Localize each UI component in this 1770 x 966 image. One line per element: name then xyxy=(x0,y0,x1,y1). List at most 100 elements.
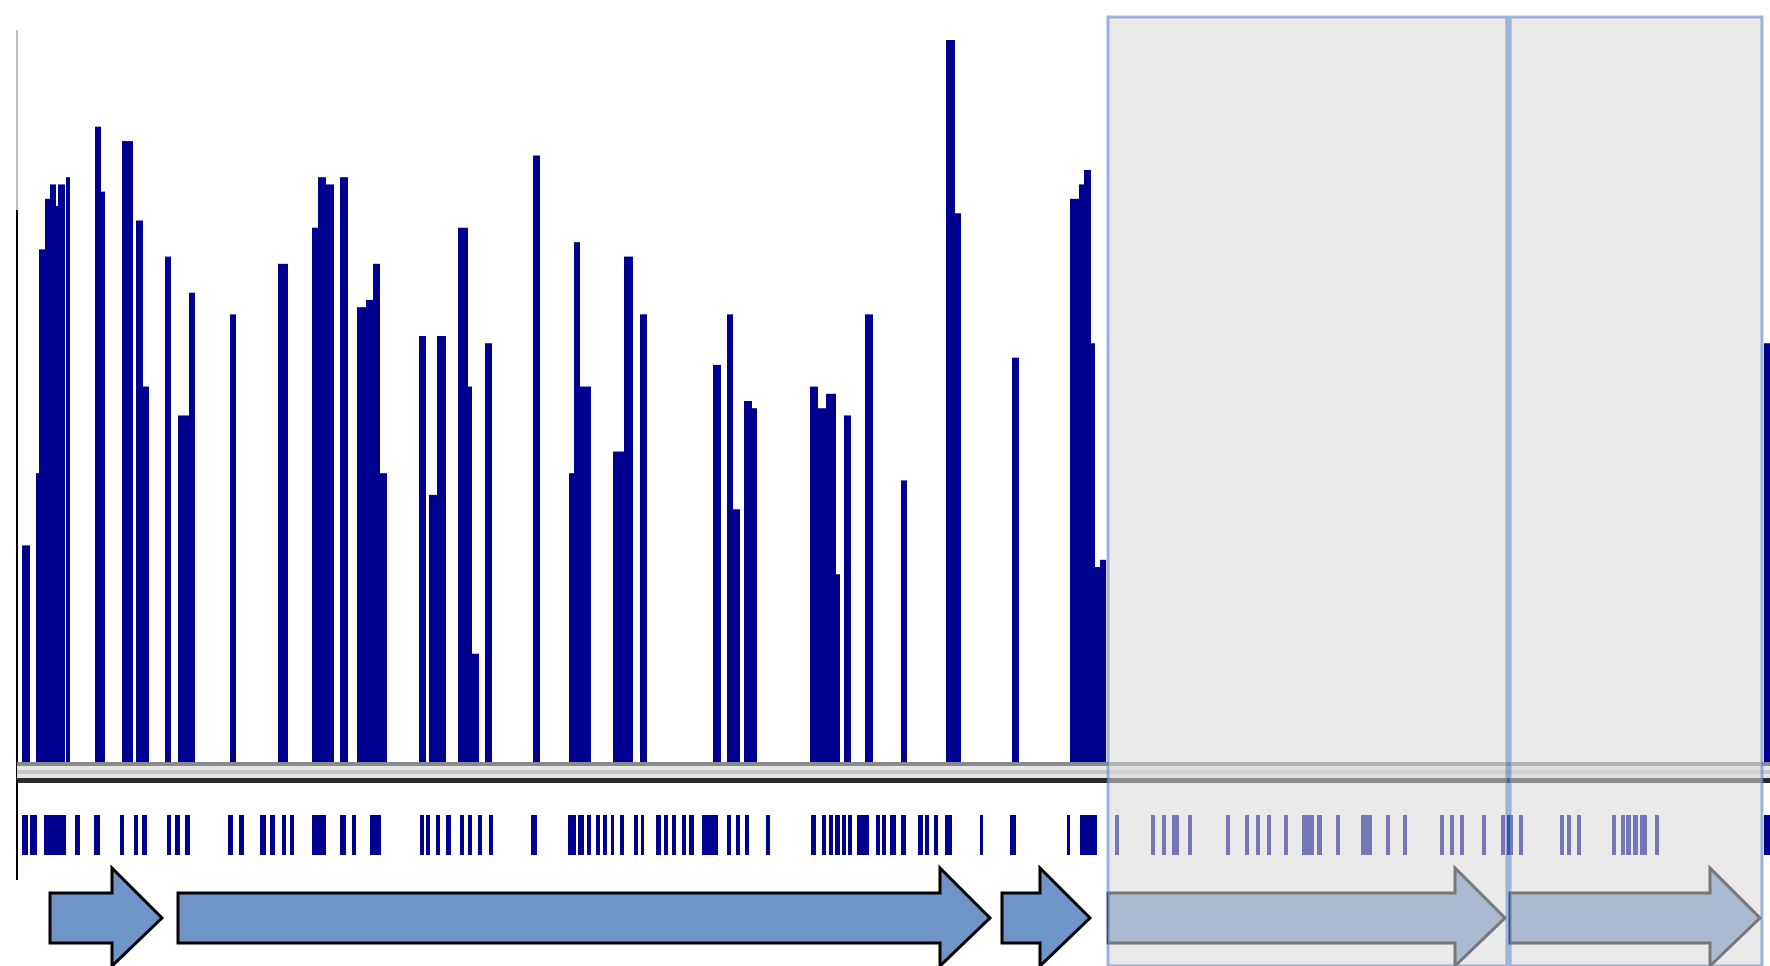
coverage-bar xyxy=(1088,343,1095,762)
feature-tick xyxy=(934,815,938,855)
feature-tick xyxy=(185,815,190,855)
feature-tick xyxy=(1013,815,1016,855)
feature-tick xyxy=(901,815,906,855)
feature-tick xyxy=(766,815,770,855)
feature-tick xyxy=(420,815,424,855)
gene-arrow xyxy=(176,864,993,966)
coverage-bar xyxy=(750,408,757,762)
coverage-bar xyxy=(312,227,318,763)
feature-tick xyxy=(656,815,661,855)
feature-tick xyxy=(531,815,537,855)
coverage-bar xyxy=(1093,567,1101,762)
coverage-bar xyxy=(143,386,149,762)
coverage-bar xyxy=(1012,357,1019,762)
feature-tick xyxy=(468,815,472,855)
feature-tick xyxy=(239,815,244,855)
feature-tick xyxy=(167,815,171,855)
coverage-bar xyxy=(826,393,836,762)
coverage-bar xyxy=(230,314,236,762)
coverage-bar xyxy=(727,314,733,762)
feature-tick xyxy=(811,815,816,855)
coverage-bar xyxy=(189,292,195,762)
feature-tick xyxy=(822,815,826,855)
feature-tick xyxy=(702,815,708,855)
coverage-bar xyxy=(1079,184,1086,762)
feature-tick xyxy=(829,815,833,855)
coverage-bar xyxy=(952,213,961,762)
feature-tick xyxy=(142,815,147,855)
feature-tick xyxy=(863,815,869,855)
feature-tick xyxy=(60,815,66,855)
feature-tick xyxy=(682,815,686,855)
coverage-bar xyxy=(844,415,851,762)
coverage-bar xyxy=(437,336,446,762)
feature-tick xyxy=(370,815,374,855)
feature-tick xyxy=(587,815,591,855)
feature-tick xyxy=(620,815,624,855)
coverage-bar xyxy=(39,249,45,762)
coverage-bar xyxy=(713,364,721,762)
coverage-bar xyxy=(1084,169,1091,762)
feature-tick xyxy=(603,815,607,855)
coverage-bar xyxy=(733,509,740,762)
coverage-bar xyxy=(22,545,30,762)
coverage-bar xyxy=(58,184,65,762)
coverage-bar xyxy=(318,177,326,762)
coverage-bar xyxy=(122,141,133,762)
coverage-bar xyxy=(178,415,189,762)
feature-tick xyxy=(1067,815,1070,855)
coverage-bar xyxy=(472,653,479,762)
feature-tick xyxy=(1080,815,1084,855)
coverage-bar xyxy=(744,401,752,762)
coverage-bar xyxy=(613,451,624,762)
coverage-bar xyxy=(865,314,873,762)
feature-tick xyxy=(689,815,694,855)
feature-tick xyxy=(835,815,840,855)
feature-tick xyxy=(672,815,676,855)
feature-tick xyxy=(446,815,451,855)
feature-tick xyxy=(980,815,983,855)
feature-tick xyxy=(641,815,644,855)
coverage-bar xyxy=(165,256,171,762)
coverage-bar xyxy=(357,307,366,762)
coverage-bar xyxy=(36,473,41,762)
coverage-bar xyxy=(946,40,955,762)
feature-tick xyxy=(134,815,138,855)
feature-tick xyxy=(52,815,60,855)
feature-tick xyxy=(1764,815,1770,855)
highlight-region xyxy=(1106,15,1509,966)
coverage-bar xyxy=(1070,198,1080,763)
feature-tick xyxy=(352,815,356,855)
feature-tick xyxy=(882,815,886,855)
coverage-bar xyxy=(466,386,472,762)
coverage-bar xyxy=(1764,343,1770,762)
feature-tick xyxy=(260,815,266,855)
coverage-bar xyxy=(818,408,826,762)
coverage-bar xyxy=(810,386,818,762)
feature-tick xyxy=(270,815,275,855)
feature-tick xyxy=(460,815,464,855)
feature-tick xyxy=(634,815,638,855)
coverage-bar xyxy=(323,184,334,762)
coverage-bar xyxy=(640,314,647,762)
coverage-bar xyxy=(485,343,492,762)
feature-tick xyxy=(373,815,381,855)
coverage-bar xyxy=(45,198,50,763)
feature-tick xyxy=(282,815,286,855)
coverage-bar xyxy=(569,473,575,762)
coverage-bar xyxy=(419,336,426,762)
feature-tick xyxy=(436,815,440,855)
feature-tick xyxy=(290,815,294,855)
coverage-bar xyxy=(1100,559,1106,762)
coverage-bar xyxy=(574,242,580,762)
gene-arrow xyxy=(1000,864,1093,966)
coverage-bar xyxy=(340,177,348,762)
feature-tick xyxy=(30,815,37,855)
coverage-bar xyxy=(833,574,840,762)
coverage-bar xyxy=(378,473,387,762)
feature-tick xyxy=(664,815,668,855)
feature-tick xyxy=(736,815,740,855)
highlight-regions xyxy=(1106,15,1764,966)
